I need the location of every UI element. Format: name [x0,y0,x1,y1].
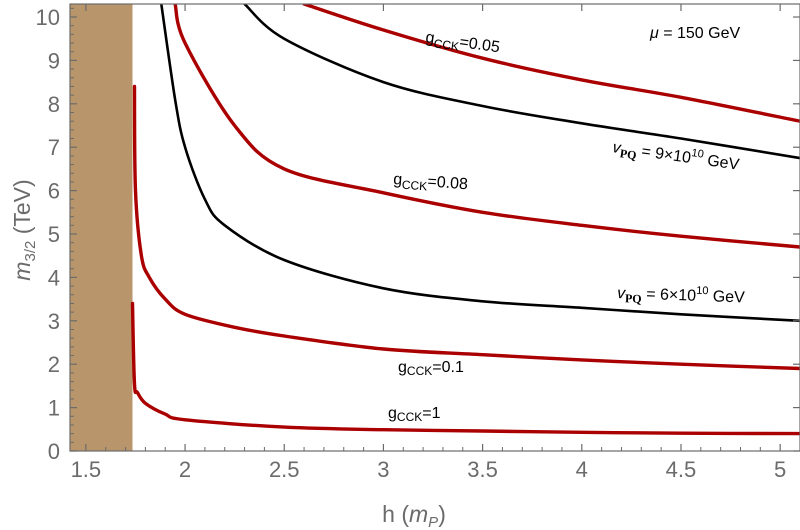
series-line-0 [130,301,800,436]
series-line-3 [173,4,800,249]
x-tick-label: 3.5 [467,457,498,482]
x-tick-label: 4.5 [666,457,697,482]
mu-label: μ = 150 GeV [649,25,740,42]
y-tick-label: 2 [48,352,60,377]
x-tick-label: 2.5 [269,457,300,482]
y-tick-label: 6 [48,179,60,204]
excluded-region-layer [70,4,133,451]
curves-layer [130,4,800,436]
series-line-2 [160,4,800,323]
label-vpq-6e10: vPQ = 6×1010 GeV [617,282,746,309]
y-tick-label: 7 [48,135,60,160]
x-tick-label: 1.5 [71,457,102,482]
y-tick-label: 5 [48,222,60,247]
label-gcck-0-1: gCCK=0.1 [398,359,464,378]
label-gcck-1: gCCK=1 [388,405,441,424]
label-gcck-0-05: gCCK=0.05 [424,29,501,59]
x-tick-label: 4 [576,457,588,482]
tick-labels-layer: 1.5 2 2.5 3 3.5 4 4.5 5 0 1 2 3 4 5 6 7 8 9 10 [36,5,787,482]
excluded-region [70,4,133,451]
plot-frame [69,3,800,452]
x-tick-label: 5 [774,457,786,482]
label-vpq-9e10: vPQ = 9×1010 GeV [611,136,741,177]
y-tick-label: 0 [48,439,60,464]
series-line-1 [132,84,800,371]
y-tick-label: 10 [36,5,60,30]
y-tick-label: 3 [48,309,60,334]
x-axis-title: h (mP) [382,501,446,530]
label-gcck-0-08: gCCK=0.08 [393,171,469,196]
y-tick-label: 8 [48,92,60,117]
x-tick-label: 3 [377,457,389,482]
ticks-layer [70,4,800,452]
x-tick-label: 2 [179,457,191,482]
series-line-4 [243,4,800,160]
y-tick-label: 1 [48,396,60,421]
y-axis-title: m3/2 (TeV) [9,179,39,280]
y-tick-label: 4 [48,265,60,290]
series-line-5 [302,4,800,123]
y-tick-label: 9 [48,48,60,73]
